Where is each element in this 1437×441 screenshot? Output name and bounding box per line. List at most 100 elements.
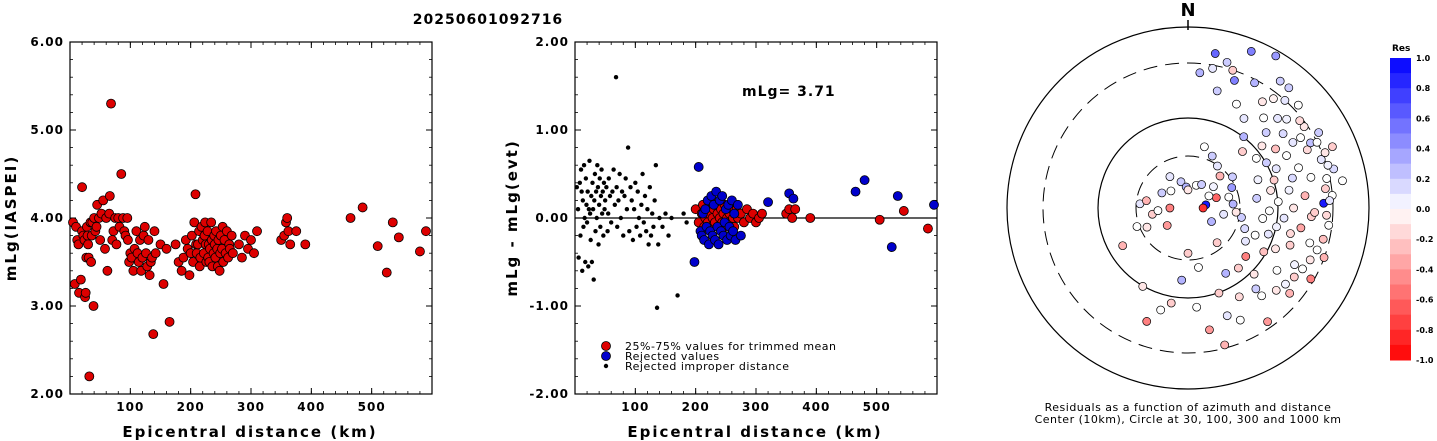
improper-distance-point	[586, 264, 591, 269]
residual-point	[1224, 192, 1234, 202]
residual-point	[1142, 196, 1151, 206]
residual-point	[1227, 183, 1237, 192]
colorbar-steps	[1390, 58, 1411, 361]
residual-point	[1281, 279, 1290, 289]
accepted-point	[131, 226, 142, 237]
residual-point	[1195, 68, 1205, 78]
accepted-point	[874, 214, 885, 225]
improper-distance-point	[574, 185, 580, 190]
accepted-point	[252, 226, 262, 237]
x-tick-label: 200	[177, 400, 205, 414]
residual-point	[1228, 65, 1238, 75]
colorbar-tick-label: 0.8	[1416, 84, 1431, 93]
colorbar-ticks: 1.0 0.8 0.6 0.4 0.2 0.0 -0.2 -0.4 -0.6 -0.8 -1.0	[1416, 54, 1434, 365]
residual-point	[1295, 116, 1305, 126]
improper-distance-point	[660, 224, 665, 229]
residual-point	[1271, 164, 1281, 174]
accepted-point	[898, 206, 909, 216]
residual-point	[1306, 274, 1316, 284]
accepted-point	[206, 217, 217, 228]
residual-point	[1166, 298, 1176, 308]
residual-point	[1156, 305, 1166, 315]
colorbar-tick-label: -0.4	[1416, 265, 1434, 274]
improper-distance-point	[584, 202, 589, 207]
residual-point	[1251, 154, 1261, 163]
improper-distance-point	[656, 242, 661, 247]
accepted-point	[300, 239, 311, 250]
improper-distance-point	[675, 293, 680, 298]
improper-distance-point	[610, 189, 615, 194]
residual-point	[1231, 207, 1241, 217]
legend-marker-rejected	[601, 351, 611, 361]
improper-distance-point	[605, 211, 611, 216]
y-tick-label: 2.00	[535, 35, 569, 49]
y-tick-label: 6.00	[30, 35, 64, 49]
y-tick-label: -2.00	[529, 387, 569, 401]
north-label: N	[1180, 0, 1195, 21]
residual-point	[1250, 78, 1259, 88]
improper-distance-point	[669, 215, 674, 221]
residual-point	[1138, 282, 1148, 291]
residual-point	[1289, 203, 1298, 213]
accepted-point	[143, 235, 154, 245]
residual-point	[1269, 175, 1279, 185]
data-points	[574, 75, 939, 310]
improper-distance-point	[580, 268, 585, 273]
rejected-point	[689, 257, 700, 267]
accepted-point	[176, 265, 187, 276]
residual-point	[1271, 144, 1280, 154]
accepted-point	[75, 274, 86, 285]
improper-distance-point	[633, 180, 638, 185]
improper-distance-point	[589, 193, 594, 199]
improper-distance-point	[593, 229, 598, 234]
improper-distance-point	[636, 215, 642, 221]
accepted-point	[234, 239, 244, 250]
magnitude-annotation: mLg= 3.71	[742, 84, 836, 100]
residual-point	[1212, 86, 1222, 96]
colorbar-tick-label: -0.6	[1416, 296, 1434, 305]
improper-distance-point	[606, 176, 611, 181]
residual-point	[1310, 208, 1319, 217]
improper-distance-point	[588, 237, 593, 243]
residual-point	[1142, 222, 1152, 232]
accepted-point	[122, 213, 133, 223]
x-tick-label: 300	[237, 400, 265, 414]
residual-point	[1197, 180, 1206, 189]
accepted-point	[84, 371, 95, 382]
residual-point	[1177, 275, 1187, 285]
colorbar-tick-label: -0.2	[1416, 235, 1434, 244]
improper-distance-point	[617, 171, 622, 177]
residual-point	[1302, 145, 1312, 155]
improper-distance-point	[601, 233, 606, 238]
improper-distance-point	[597, 176, 602, 181]
improper-distance-point	[581, 224, 586, 229]
improper-distance-point	[598, 193, 604, 199]
accepted-point	[178, 252, 189, 263]
improper-distance-point	[650, 211, 655, 216]
improper-distance-point	[614, 185, 619, 190]
improper-distance-point	[601, 180, 607, 185]
residual-point	[1328, 142, 1337, 152]
improper-distance-point	[641, 220, 646, 225]
ring-100km	[1097, 117, 1279, 299]
improper-distance-point	[611, 167, 616, 172]
accepted-point	[158, 279, 169, 289]
residual-point	[1166, 186, 1176, 196]
improper-distance-point	[578, 167, 584, 172]
residual-point	[1324, 220, 1334, 230]
ring-30km	[1135, 155, 1241, 261]
colorbar-step	[1390, 193, 1411, 210]
residual-point	[1220, 340, 1230, 350]
colorbar-step	[1390, 254, 1411, 270]
residual-point	[1221, 268, 1231, 278]
accepted-point	[790, 204, 801, 215]
residual-point	[1209, 182, 1218, 192]
residual-point	[1215, 171, 1225, 181]
accepted-point	[415, 246, 425, 257]
residual-point	[1162, 221, 1172, 230]
accepted-point	[345, 213, 356, 223]
accepted-point	[106, 98, 116, 109]
improper-distance-point	[616, 198, 621, 203]
residual-point	[1289, 272, 1299, 282]
improper-distance-point	[651, 224, 656, 229]
